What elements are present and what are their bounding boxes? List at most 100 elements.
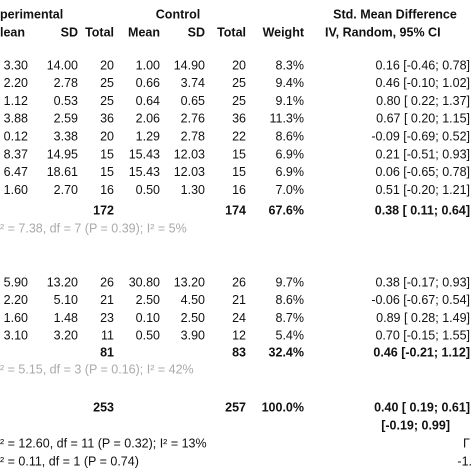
- total-cell: 257: [225, 400, 246, 414]
- subtotal-cell: 83: [232, 345, 246, 359]
- cell: -0.09 [-0.69; 0.52]: [371, 129, 470, 143]
- cell: 15: [100, 147, 114, 161]
- total-cell: 0.40 [ 0.19; 0.61]: [374, 400, 470, 414]
- cell: 20: [232, 58, 246, 72]
- column-header: SD: [61, 25, 78, 39]
- cell: 0.38 [-0.17; 0.93]: [375, 275, 470, 289]
- cell: 0.16 [-0.46; 0.78]: [375, 58, 470, 72]
- cell: 2.78: [181, 129, 205, 143]
- cell: 0.64: [136, 94, 160, 108]
- column-header: lean: [0, 25, 25, 39]
- cell: 6.9%: [276, 147, 305, 161]
- cell: 25: [100, 94, 114, 108]
- subtotal-cell: 0.38 [ 0.11; 0.64]: [375, 203, 470, 217]
- cell: 0.46 [-0.10; 1.02]: [375, 76, 470, 90]
- cell: 0.70 [-0.15; 1.55]: [375, 329, 470, 343]
- cell: 36: [232, 112, 246, 126]
- cell: 3.38: [54, 129, 78, 143]
- cell: 14.90: [174, 58, 205, 72]
- cell: 8.37: [4, 147, 28, 161]
- cell: 25: [232, 94, 246, 108]
- cell: 8.6%: [276, 129, 305, 143]
- cell: 15.43: [129, 147, 160, 161]
- cell: 3.20: [54, 329, 78, 343]
- cell: 0.89 [ 0.28; 1.49]: [376, 311, 470, 325]
- prediction-interval: [-0.19; 0.99]: [381, 418, 450, 432]
- cell: 0.53: [54, 94, 78, 108]
- cell: 26: [232, 275, 246, 289]
- cell: 14.00: [47, 58, 78, 72]
- subgroup-test: ² = 0.11, df = 1 (P = 0.74): [0, 454, 139, 468]
- cell: 1.30: [181, 183, 205, 197]
- total-cell: 253: [93, 400, 114, 414]
- cell: 3.10: [4, 329, 28, 343]
- cell: 0.65: [181, 94, 205, 108]
- cell: 0.50: [136, 329, 160, 343]
- cell: 6.47: [4, 165, 28, 179]
- heterogeneity-total: ² = 12.60, df = 11 (P = 0.32); I² = 13%: [0, 436, 207, 450]
- cell: 2.78: [54, 76, 78, 90]
- cell: 18.61: [47, 165, 78, 179]
- total-cell: 100.0%: [262, 400, 304, 414]
- column-header: Total: [85, 25, 114, 39]
- cell: 15.43: [129, 165, 160, 179]
- cell: 15: [100, 165, 114, 179]
- subtotal-cell: 81: [100, 345, 114, 359]
- group-header: perimental: [0, 7, 63, 21]
- cell: 16: [232, 183, 246, 197]
- cell: 5.90: [4, 275, 28, 289]
- cell: 24: [232, 311, 246, 325]
- column-header: Mean: [128, 25, 160, 39]
- cell: 16: [100, 183, 114, 197]
- cell: 0.10: [136, 311, 160, 325]
- subtotal-cell: 0.46 [-0.21; 1.12]: [373, 345, 470, 359]
- cell: 8.7%: [276, 311, 305, 325]
- cell: 0.50: [136, 183, 160, 197]
- cell: 2.70: [54, 183, 78, 197]
- group-header: Control: [156, 7, 200, 21]
- cell: 0.80 [ 0.22; 1.37]: [376, 94, 470, 108]
- cell: 23: [100, 311, 114, 325]
- cell: 2.50: [181, 311, 205, 325]
- cell: 14.95: [47, 147, 78, 161]
- cell: 13.20: [47, 275, 78, 289]
- cell: -0.06 [-0.67; 0.54]: [371, 293, 470, 307]
- axis-label: -1.: [457, 454, 472, 468]
- cell: 0.67 [ 0.20; 1.15]: [376, 112, 470, 126]
- column-header: SD: [188, 25, 205, 39]
- cell: 20: [100, 129, 114, 143]
- cell: 21: [232, 293, 246, 307]
- column-header: Weight: [263, 25, 305, 39]
- cell: 1.29: [136, 129, 160, 143]
- cell: 25: [232, 76, 246, 90]
- cell: 0.51 [-0.20; 1.21]: [375, 183, 470, 197]
- subtotal-cell: 67.6%: [269, 203, 304, 217]
- cell: 9.1%: [276, 94, 305, 108]
- cell: 6.9%: [276, 165, 305, 179]
- cell: 13.20: [174, 275, 205, 289]
- cell: 1.00: [136, 58, 160, 72]
- cell: 22: [232, 129, 246, 143]
- cell: 9.7%: [276, 275, 305, 289]
- cell: 1.60: [4, 183, 28, 197]
- subtotal-cell: 174: [225, 203, 246, 217]
- cell: 7.0%: [276, 183, 305, 197]
- column-header: Total: [217, 25, 246, 39]
- cell: 5.10: [54, 293, 78, 307]
- cell: 11.3%: [269, 112, 304, 126]
- cell: 9.4%: [276, 76, 305, 90]
- cell: 1.60: [4, 311, 28, 325]
- cell: 2.59: [54, 112, 78, 126]
- cell: 2.20: [4, 293, 28, 307]
- cell: 2.06: [136, 112, 160, 126]
- cell: 3.30: [4, 58, 28, 72]
- cell: 5.4%: [276, 329, 305, 343]
- cell: 3.88: [4, 112, 28, 126]
- cell: 36: [100, 112, 114, 126]
- group-header: Std. Mean Difference: [333, 7, 457, 21]
- cell: 1.48: [54, 311, 78, 325]
- cell: 2.20: [4, 76, 28, 90]
- subtotal-cell: 32.4%: [269, 345, 304, 359]
- cell: 20: [100, 58, 114, 72]
- cell: 0.12: [4, 129, 28, 143]
